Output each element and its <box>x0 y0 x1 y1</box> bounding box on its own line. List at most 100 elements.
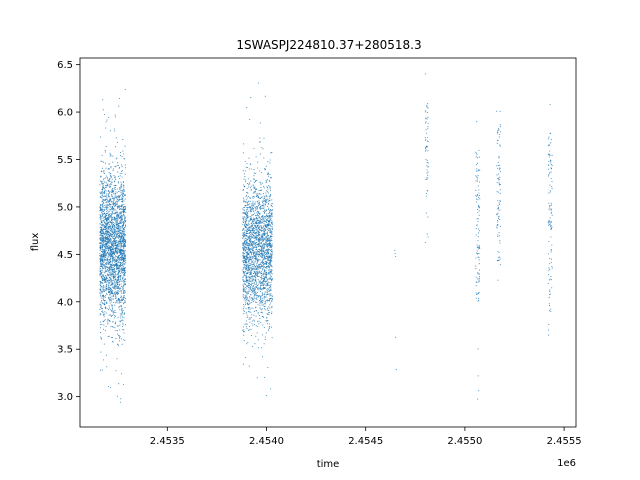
data-point <box>99 255 101 257</box>
data-point <box>121 189 123 191</box>
data-point <box>112 280 114 282</box>
data-point <box>261 289 263 291</box>
data-point <box>102 199 105 201</box>
data-point <box>261 256 263 259</box>
data-point <box>115 179 117 181</box>
data-point <box>113 190 115 192</box>
data-point <box>103 188 105 190</box>
data-point <box>120 315 122 317</box>
data-point <box>245 326 248 328</box>
data-point <box>257 167 259 169</box>
data-point <box>247 216 249 218</box>
data-point <box>246 199 248 201</box>
data-point <box>117 292 120 295</box>
data-point <box>499 235 501 237</box>
data-point <box>263 197 265 200</box>
data-point <box>112 232 114 234</box>
data-point <box>112 282 114 284</box>
data-point <box>270 302 272 304</box>
data-point <box>118 223 120 225</box>
data-point <box>496 227 498 229</box>
data-point <box>259 280 261 282</box>
data-point <box>259 122 261 124</box>
data-point <box>120 272 122 275</box>
data-point <box>104 232 107 234</box>
data-point <box>243 288 245 290</box>
data-point <box>121 292 123 294</box>
data-point <box>100 251 102 253</box>
data-point <box>99 313 101 315</box>
data-point <box>111 244 113 247</box>
data-point <box>266 251 268 253</box>
data-point <box>116 333 119 335</box>
data-point <box>263 249 265 251</box>
data-point <box>261 239 263 241</box>
data-point <box>242 284 244 286</box>
data-point <box>248 278 250 280</box>
data-point <box>256 200 258 202</box>
data-point <box>122 208 124 210</box>
data-point <box>99 238 101 240</box>
data-point <box>266 198 268 200</box>
data-point <box>111 230 113 232</box>
data-point <box>246 261 248 264</box>
data-point <box>266 213 268 215</box>
data-point <box>253 227 255 229</box>
data-point <box>262 247 264 249</box>
data-point <box>109 183 111 186</box>
data-point <box>256 215 258 217</box>
data-point <box>104 252 106 254</box>
data-point <box>110 240 112 243</box>
data-point <box>259 283 261 285</box>
data-point <box>109 238 112 240</box>
data-point <box>108 271 110 273</box>
data-point <box>109 255 111 257</box>
data-point <box>114 284 116 286</box>
data-point <box>103 220 105 222</box>
data-point <box>259 204 261 206</box>
data-point <box>104 280 107 282</box>
data-point <box>261 240 263 242</box>
data-point <box>264 226 266 228</box>
data-point <box>270 238 272 240</box>
data-point <box>268 278 270 280</box>
data-point <box>263 258 265 260</box>
data-point <box>476 281 478 283</box>
data-point <box>261 204 263 207</box>
data-point <box>116 157 118 159</box>
data-point <box>476 244 478 246</box>
data-point <box>114 259 116 261</box>
data-point <box>252 207 255 210</box>
data-point <box>123 285 125 287</box>
data-point <box>109 130 111 132</box>
data-point <box>117 257 119 260</box>
data-point <box>111 223 113 225</box>
data-point <box>117 317 119 319</box>
data-point <box>114 258 116 260</box>
data-point <box>105 271 107 273</box>
data-point <box>243 253 245 255</box>
data-point <box>254 210 256 212</box>
data-point <box>252 269 254 271</box>
data-point <box>118 283 120 285</box>
data-point <box>101 267 103 269</box>
data-point <box>118 225 120 227</box>
data-point <box>114 188 116 190</box>
data-point <box>268 248 270 250</box>
data-point <box>257 311 259 313</box>
data-point <box>120 191 122 193</box>
data-point <box>244 291 246 293</box>
data-point <box>99 196 101 198</box>
data-point <box>264 253 266 255</box>
data-point <box>124 224 126 226</box>
data-point <box>244 289 246 291</box>
data-point <box>257 233 260 235</box>
data-point <box>249 290 251 292</box>
data-point <box>114 235 116 237</box>
data-point <box>263 199 265 201</box>
data-point <box>476 180 478 182</box>
data-point <box>477 205 479 207</box>
data-point <box>268 262 270 265</box>
data-point <box>112 213 114 215</box>
data-point <box>111 309 114 311</box>
